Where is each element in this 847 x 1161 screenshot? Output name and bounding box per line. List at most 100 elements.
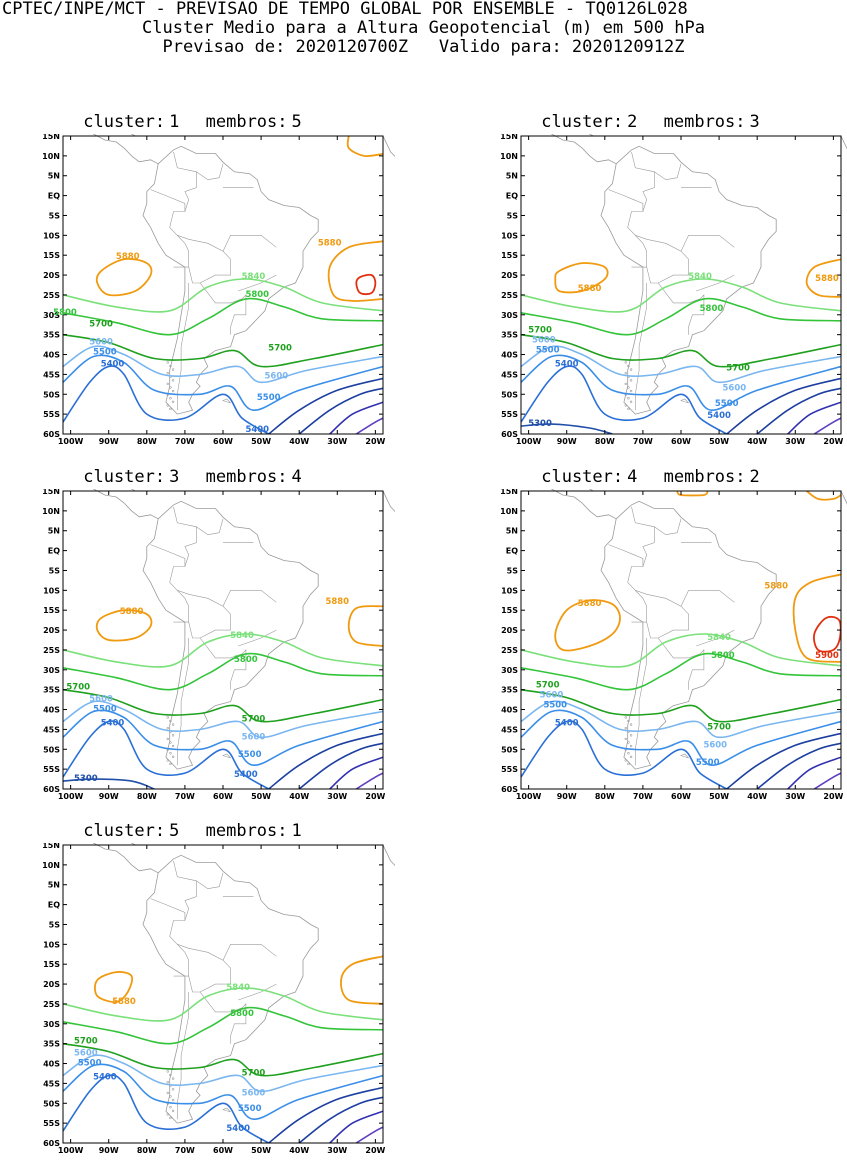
contour-label: 5800: [711, 651, 735, 661]
contour-lines: [521, 258, 841, 434]
contour-deep3: [813, 417, 841, 434]
contour-label: 5880: [764, 581, 788, 591]
contour-label: 5500: [78, 1059, 102, 1069]
contour-label: 5800: [245, 290, 269, 300]
contour-label: 5500: [238, 1104, 262, 1114]
contour-5800: [521, 297, 841, 336]
lat-tick-label: 30S: [501, 311, 518, 320]
lon-tick-label: 20W: [823, 437, 843, 446]
contour-5400: [63, 1074, 270, 1143]
lon-tick-label: 20W: [823, 792, 843, 801]
contour-5880: [554, 599, 621, 652]
contour-label: 5840: [707, 633, 731, 643]
contour-label: 5880: [815, 274, 839, 284]
lat-tick-label: 15S: [501, 251, 518, 260]
lon-tick-label: 80W: [137, 1146, 157, 1155]
contour-5880: [347, 605, 383, 647]
contour-deep1: [298, 387, 383, 434]
lat-tick-label: 10N: [42, 507, 60, 516]
lat-tick-label: 40S: [43, 706, 60, 715]
contour-label: 5400: [226, 1124, 250, 1134]
contour-label: 5600: [74, 1049, 98, 1059]
contour-lines: [63, 605, 383, 789]
lat-tick-label: 20S: [43, 271, 60, 280]
contour-5500: [63, 354, 383, 412]
lon-tick-label: 40W: [747, 437, 767, 446]
lat-tick-label: 40S: [501, 351, 518, 360]
contour-label: 5600: [242, 732, 266, 742]
contour-label: 5400: [101, 718, 125, 728]
lat-tick-label: 25S: [501, 291, 518, 300]
contour-label: 5880: [318, 238, 342, 248]
lat-tick-label: 60S: [501, 430, 518, 439]
cluster-panel-4: cluster: 4 membros: 2 15N 10N 5N EQ 5S 10S 15S 20…: [488, 467, 847, 807]
land-outlines: [92, 489, 395, 770]
map-frame: [520, 135, 842, 435]
contour-deep1: [726, 377, 841, 434]
contour-label: 5400: [101, 359, 125, 369]
lat-tick-label: 10S: [501, 231, 518, 240]
cluster-panel-1: cluster: 1 membros: 5 15N 10N 5N EQ 5S 10S 15S 20…: [30, 112, 420, 452]
lon-tick-label: 80W: [137, 792, 157, 801]
contour-5700: [521, 688, 841, 723]
contour-label: 5500: [93, 348, 117, 358]
contour-5600: [63, 700, 383, 739]
contour-5600: [63, 1054, 383, 1093]
contour-5500: [521, 354, 841, 412]
lat-tick-label: 45S: [43, 370, 60, 379]
header-title: CPTEC/INPE/MCT - PREVISAO DE TEMPO GLOBA…: [2, 0, 688, 19]
contour-label: 5400: [555, 718, 579, 728]
lat-tick-label: 20S: [43, 626, 60, 635]
contour-label: 5700: [536, 681, 560, 691]
contour-5300: [521, 423, 613, 434]
geopotential-map: 15N 10N 5N EQ 5S 10S 15S 20S 25S 30S 35S 40S 45S 50S 5…: [500, 489, 847, 801]
lat-tick-label: 20S: [43, 980, 60, 989]
lat-tick-label: 50S: [43, 390, 60, 399]
contour-label: 5700: [242, 1068, 266, 1078]
land-outlines: [92, 843, 395, 1124]
lat-tick-label: 50S: [501, 390, 518, 399]
lat-tick-label: 5N: [48, 172, 60, 181]
lat-tick-label: 5N: [48, 881, 60, 890]
contour-label: 5300: [74, 774, 98, 784]
lat-tick-label: 15S: [501, 606, 518, 615]
contour-deep3: [813, 772, 841, 789]
contour-deep2: [787, 401, 841, 434]
lon-tick-label: 40W: [289, 437, 309, 446]
contour-label: 5700: [268, 344, 292, 354]
lat-tick-label: 5S: [49, 211, 61, 220]
contour-label: 5880: [116, 252, 140, 262]
contour-deep1: [268, 1086, 383, 1143]
contour-5300: [63, 778, 155, 789]
lat-tick-label: 55S: [43, 1119, 60, 1128]
cluster-panel-2: cluster: 2 membros: 3 15N 10N 5N EQ 5S 10S 15S 20…: [488, 112, 847, 452]
contour-5840: [63, 633, 383, 668]
lat-tick-label: 15N: [500, 134, 518, 141]
panel-title: cluster: 2 membros: 3: [541, 112, 760, 132]
contour-label: 5500: [93, 705, 117, 715]
geopotential-map: 15N 10N 5N EQ 5S 10S 15S 20S 25S 30S 35S 40S 45S 50S 5…: [500, 134, 847, 446]
lon-tick-label: 40W: [289, 1146, 309, 1155]
lon-tick-label: 30W: [327, 437, 347, 446]
lat-tick-label: 15S: [43, 960, 60, 969]
map-frame: [520, 490, 842, 790]
contour-deep1: [268, 732, 383, 789]
lat-tick-label: 5N: [48, 527, 60, 536]
lat-tick-label: 55S: [501, 410, 518, 419]
contour-deep1: [756, 387, 841, 434]
forecast-date: Previsao de: 2020120700Z: [162, 37, 409, 57]
lat-tick-label: 25S: [43, 646, 60, 655]
contour-5700: [63, 1042, 383, 1077]
contour-label: 5600: [540, 691, 564, 701]
lon-tick-label: 80W: [137, 437, 157, 446]
contour-5800: [63, 652, 383, 691]
lat-tick-label: 20S: [501, 626, 518, 635]
contour-label: 5600: [264, 371, 288, 381]
contour-5800: [63, 297, 383, 336]
contour-label: 5500: [696, 758, 720, 768]
lat-tick-label: 45S: [43, 1079, 60, 1088]
lon-tick-label: 60W: [213, 792, 233, 801]
lat-tick-label: 35S: [501, 331, 518, 340]
lat-tick-label: EQ: [48, 547, 60, 556]
lat-tick-label: 5S: [507, 211, 519, 220]
